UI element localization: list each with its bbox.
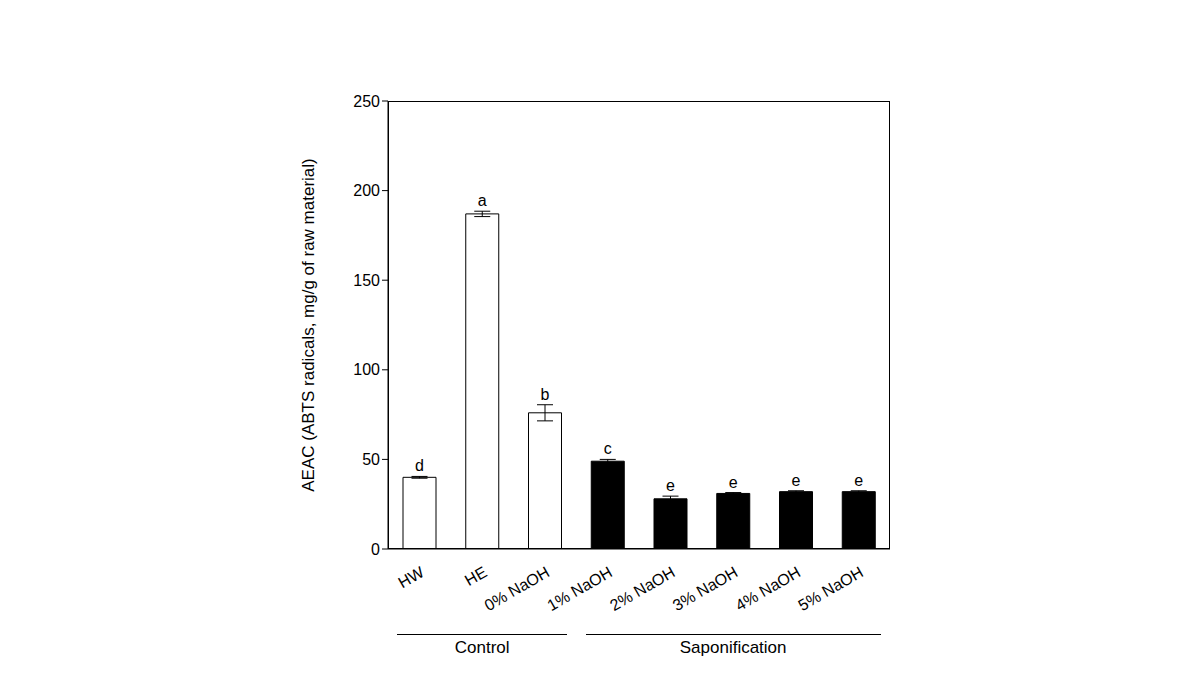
svg-text:50: 50 [362,451,380,468]
svg-text:3% NaOH: 3% NaOH [670,563,741,614]
html-text:Saponification: Saponification [679,638,787,657]
svg-text:250: 250 [353,93,380,110]
svg-text:e: e [666,477,675,494]
svg-text:c: c [604,440,612,457]
svg-text:150: 150 [353,272,380,289]
svg-text:4% NaOH: 4% NaOH [732,563,803,614]
svg-text:e: e [792,472,801,489]
svg-text:5% NaOH: 5% NaOH [795,563,866,614]
svg-text:1% NaOH: 1% NaOH [544,563,615,614]
svg-text:HE: HE [462,563,490,589]
svg-text:2% NaOH: 2% NaOH [607,563,678,614]
svg-text:d: d [415,457,424,474]
svg-text:a: a [478,192,487,209]
svg-text:HW: HW [395,563,427,591]
svg-text:0% NaOH: 0% NaOH [481,563,552,614]
svg-text:200: 200 [353,182,380,199]
svg-text:AEAC (ABTS radicals, mg/g of r: AEAC (ABTS radicals, mg/g of raw materia… [299,158,318,491]
svg-text:e: e [854,472,863,489]
svg-text:0: 0 [371,541,380,558]
html-text:Control: Control [454,638,510,657]
svg-text:e: e [729,474,738,491]
svg-text:b: b [541,386,550,403]
svg-text:100: 100 [353,361,380,378]
